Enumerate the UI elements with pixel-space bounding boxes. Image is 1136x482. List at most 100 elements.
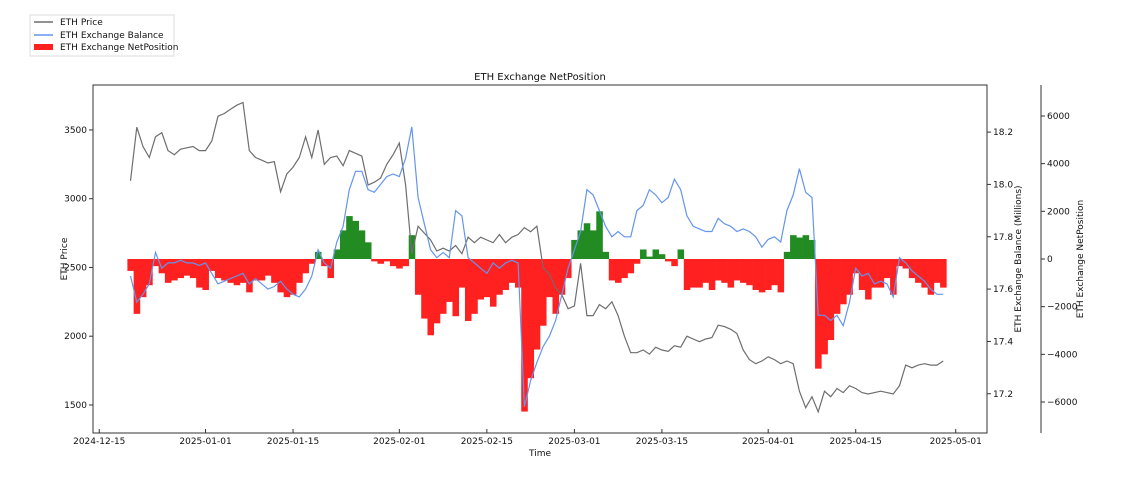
- netposition-bar: [940, 259, 947, 288]
- netposition-bars: [127, 211, 947, 412]
- netposition-bar: [702, 259, 710, 283]
- netposition-bar: [877, 259, 885, 288]
- netposition-bar: [127, 259, 134, 271]
- netposition-bar: [608, 259, 616, 281]
- netposition-bar: [446, 259, 453, 302]
- net-axis-ticks: 6000 4000 2000 0 −2000 −4000 −6000: [1041, 112, 1078, 408]
- netposition-bar: [171, 259, 178, 281]
- balance-tick-label: 18.0: [993, 180, 1013, 190]
- x-tick-label: 2025-02-15: [461, 437, 513, 447]
- eth-balance-line: [129, 126, 944, 407]
- netposition-bar: [502, 259, 510, 290]
- netposition-bar: [915, 259, 922, 283]
- legend-swatch-netposition: [34, 44, 53, 50]
- legend-box: [29, 14, 175, 57]
- netposition-bar: [677, 249, 685, 259]
- netposition-bar: [489, 259, 497, 307]
- netposition-bar: [389, 259, 397, 267]
- netposition-bar: [546, 259, 553, 298]
- netposition-bar: [464, 259, 472, 321]
- netposition-bar: [696, 259, 703, 288]
- price-axis-ticks: 1500 2000 2500 3000 3500: [64, 126, 93, 411]
- net-tick-label: 4000: [1047, 160, 1070, 170]
- netposition-bar: [439, 259, 447, 314]
- netposition-bar: [583, 223, 591, 259]
- netposition-bar: [802, 235, 810, 259]
- netposition-bar: [671, 259, 678, 267]
- netposition-bar: [164, 259, 172, 283]
- netposition-bar: [233, 259, 241, 286]
- netposition-bar: [833, 259, 841, 314]
- netposition-bar: [590, 230, 597, 259]
- netposition-bar: [146, 259, 153, 286]
- netposition-bar: [908, 259, 916, 279]
- x-tick-label: 2025-03-15: [636, 437, 688, 447]
- netposition-bar: [533, 259, 541, 350]
- netposition-bar: [246, 259, 253, 293]
- net-tick-label: 2000: [1047, 207, 1070, 217]
- netposition-bar: [158, 259, 166, 274]
- x-tick-label: 2025-01-15: [267, 437, 319, 447]
- netposition-bar: [264, 259, 272, 276]
- netposition-bar: [358, 230, 366, 259]
- netposition-bar: [733, 259, 741, 281]
- netposition-bar: [890, 259, 897, 295]
- x-tick-label: 2025-02-01: [373, 437, 425, 447]
- netposition-bar: [658, 254, 666, 259]
- netposition-bar: [252, 259, 259, 281]
- netposition-bar: [927, 259, 935, 295]
- netposition-bar: [527, 259, 535, 379]
- netposition-bar: [933, 259, 941, 283]
- netposition-bar: [840, 259, 847, 305]
- netposition-bar: [865, 259, 872, 300]
- netposition-bar: [183, 259, 191, 276]
- netposition-bar: [596, 211, 603, 259]
- net-tick-label: 0: [1047, 255, 1053, 265]
- balance-tick-label: 17.2: [993, 390, 1013, 400]
- netposition-bar: [239, 259, 247, 283]
- netposition-bar: [652, 249, 660, 259]
- netposition-bar: [852, 259, 860, 274]
- netposition-bar: [271, 259, 278, 283]
- netposition-bar: [552, 259, 560, 314]
- x-tick-label: 2024-12-15: [73, 437, 125, 447]
- netposition-bar: [483, 259, 491, 298]
- netposition-bar: [352, 220, 359, 259]
- y-axis-label-price: ETH Price: [60, 237, 70, 280]
- netposition-bar: [283, 259, 291, 298]
- netposition-bar: [433, 259, 441, 324]
- netposition-bar: [896, 259, 903, 267]
- netposition-bar: [477, 259, 485, 300]
- netposition-bar: [408, 235, 416, 259]
- eth-price-line: [129, 101, 944, 414]
- netposition-bar: [883, 259, 891, 279]
- balance-tick-label: 17.8: [993, 233, 1013, 243]
- netposition-bar: [289, 259, 297, 295]
- netposition-bar: [808, 239, 816, 259]
- x-tick-label: 2025-01-01: [179, 437, 231, 447]
- netposition-bar: [871, 259, 878, 288]
- netposition-bar: [314, 251, 322, 259]
- balance-tick-label: 17.6: [993, 285, 1013, 295]
- netposition-bar: [777, 259, 785, 293]
- netposition-bar: [633, 259, 641, 264]
- netposition-bar: [258, 259, 266, 281]
- balance-tick-label: 18.2: [993, 128, 1013, 138]
- netposition-bar: [221, 259, 228, 281]
- netposition-bar: [208, 259, 216, 271]
- netposition-bar: [308, 259, 316, 264]
- netposition-bar: [458, 259, 466, 288]
- netposition-bar: [758, 259, 766, 293]
- netposition-bar: [371, 259, 378, 262]
- netposition-bar: [683, 259, 691, 290]
- netposition-bar: [471, 259, 478, 314]
- netposition-bar: [627, 259, 635, 274]
- netposition-bar: [496, 259, 503, 295]
- balance-tick-label: 17.4: [993, 337, 1013, 347]
- netposition-bar: [177, 259, 184, 279]
- netposition-bar: [452, 259, 460, 317]
- balance-axis-ticks: 17.2 17.4 17.6 17.8 18.0 18.2: [987, 128, 1013, 400]
- netposition-bar: [640, 249, 647, 259]
- netposition-bar: [665, 259, 672, 262]
